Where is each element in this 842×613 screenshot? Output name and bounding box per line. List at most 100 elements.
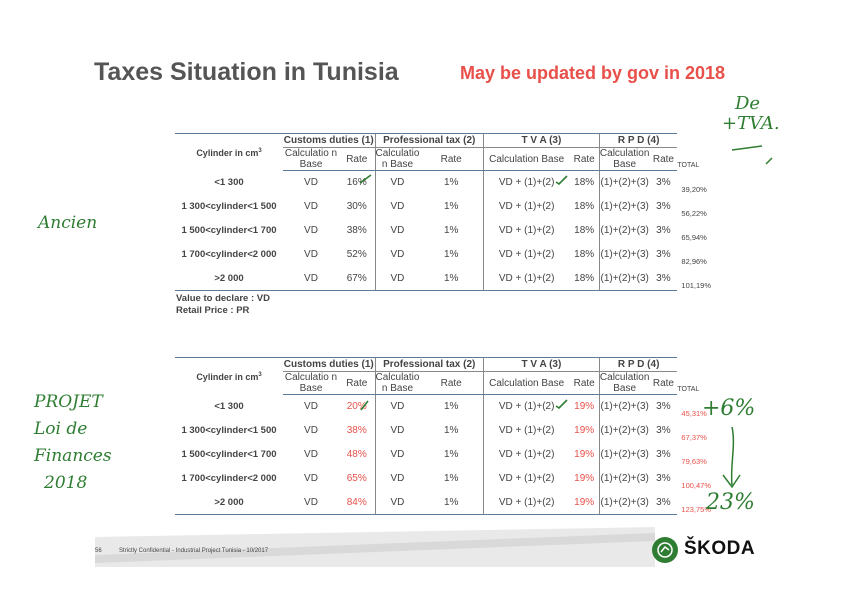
rate-header: Rate: [569, 147, 600, 171]
customs-base-cell: VD: [304, 401, 318, 413]
cylinder-cell: <1 300: [214, 401, 244, 412]
cylinder-cell: >2 000: [175, 490, 283, 515]
table-row: 1 300<cylinder<1 500 VD 30% VD 1% VD + (1)+(2…: [175, 194, 717, 219]
tva-base-cell: VD + (1)+(2): [482, 466, 570, 491]
table-row: >2 000 VD 67% VD 1% VD + (1)+(2) 18% (1)+(2)+(3…: [175, 266, 717, 291]
prof-rate-cell: 1%: [443, 449, 459, 460]
tva-header: T V A (3): [482, 133, 600, 148]
customs-base-cell: VD: [304, 225, 318, 236]
customs-rate-cell: 16%: [346, 177, 367, 189]
calc-base-header: Calculation Base: [598, 371, 650, 395]
rpd-rate-cell: 3%: [656, 225, 671, 236]
prof-rate-cell: 1%: [443, 473, 459, 484]
tax-table-projected: Cylinder in cm3 Customs duties (1) Profe…: [175, 357, 717, 515]
total-cell: 123,75%: [681, 504, 712, 514]
handwritten-plus-six: +6%: [702, 396, 756, 421]
cylinder-cell: >2 000: [175, 266, 283, 291]
cylinder-cell: 1 700<cylinder<2 000: [181, 249, 277, 260]
professional-header: Professional tax (2): [374, 357, 484, 372]
brand-name: ŠKODA: [684, 538, 756, 559]
tva-base-cell: VD + (1)+(2): [482, 490, 570, 515]
rpd-rate-cell: 3%: [656, 473, 671, 484]
handwritten-tva: +TVA.: [722, 113, 780, 134]
rpd-header: R P D (4): [598, 133, 678, 148]
table-row: <1 300 VD 20% VD 1% VD + (1)+(2) 19% (1)+(2)+(3…: [175, 394, 717, 419]
table-row: 1 500<cylinder<1 700 VD 38% VD 1% VD + (1)+(2…: [175, 218, 717, 243]
calc-base-header: Calculation Base: [482, 371, 570, 395]
tva-rate-cell: 18%: [574, 201, 595, 212]
prof-base-cell: VD: [374, 194, 420, 219]
customs-base-cell: VD: [283, 266, 339, 291]
customs-header: Customs duties (1): [283, 357, 375, 372]
calc-base-header: Calculatio n Base: [374, 371, 420, 395]
handwritten-de: De: [735, 93, 761, 114]
check-mark-icon: [555, 399, 568, 409]
rate-header: Rate: [649, 371, 678, 395]
tva-rate-cell: 18%: [574, 225, 595, 236]
prof-rate-cell: 1%: [419, 266, 484, 291]
prof-base-cell: VD: [374, 170, 420, 195]
prof-base-cell: VD: [374, 394, 420, 419]
check-mark-icon: [360, 400, 369, 411]
down-arrow-icon: [722, 426, 741, 489]
tva-rate-cell: 19%: [569, 490, 600, 515]
cylinder-cell: 1 300<cylinder<1 500: [181, 425, 277, 436]
prof-base-cell: VD: [374, 242, 420, 267]
tva-base-cell: VD + (1)+(2): [482, 266, 570, 291]
table-row: 1 700<cylinder<2 000 VD 65% VD 1% VD + (1)+(2…: [175, 466, 717, 491]
customs-base-cell: VD: [304, 177, 318, 189]
tva-base-cell: VD + (1)+(2): [482, 194, 570, 219]
professional-header: Professional tax (2): [374, 133, 484, 148]
customs-header: Customs duties (1): [283, 133, 375, 148]
customs-base-cell: VD: [304, 201, 318, 212]
total-cell: 100,47%: [681, 480, 712, 490]
cylinder-header: Cylinder in cm3: [175, 357, 283, 395]
table-row: 1 500<cylinder<1 700 VD 48% VD 1% VD + (1)+(2…: [175, 442, 717, 467]
cylinder-header: Cylinder in cm3: [175, 133, 283, 171]
customs-rate-cell: 38%: [346, 225, 367, 236]
rate-header: Rate: [649, 147, 678, 171]
tva-rate-cell: 18%: [569, 266, 600, 291]
prof-rate-cell: 1%: [443, 225, 459, 236]
customs-rate-cell: 67%: [339, 266, 375, 291]
customs-rate-cell: 20%: [346, 401, 367, 413]
prof-base-cell: VD: [374, 442, 420, 467]
handwritten-projet-line: PROJET: [34, 392, 103, 412]
rpd-base-cell: (1)+(2)+(3): [598, 394, 650, 419]
prof-rate-cell: 1%: [443, 401, 459, 413]
prof-base-cell: VD: [374, 266, 420, 291]
customs-rate-cell: 65%: [346, 473, 367, 484]
handwritten-projet-line: Finances: [34, 446, 112, 466]
footer-band: [95, 527, 655, 567]
tva-rate-cell: 18%: [574, 177, 595, 189]
tax-table-current: Cylinder in cm3 Customs duties (1) Profe…: [175, 133, 717, 291]
customs-base-cell: VD: [304, 449, 318, 460]
rpd-rate-cell: 3%: [656, 449, 671, 460]
prof-base-cell: VD: [374, 418, 420, 443]
rpd-base-cell: (1)+(2)+(3): [598, 242, 650, 267]
total-header: TOTAL: [677, 385, 700, 393]
handwritten-ancien: Ancien: [38, 213, 98, 233]
rate-header: Rate: [339, 147, 375, 171]
rpd-rate-cell: 3%: [656, 401, 671, 413]
note-value-to-declare: Value to declare : VD: [176, 293, 270, 304]
customs-rate-cell: 30%: [346, 201, 367, 212]
prof-rate-cell: 1%: [443, 177, 459, 189]
tva-rate-cell: 19%: [574, 425, 595, 436]
prof-rate-cell: 1%: [443, 425, 459, 436]
tva-rate-cell: 18%: [574, 249, 595, 260]
table-row: 1 700<cylinder<2 000 VD 52% VD 1% VD + (1)+(2…: [175, 242, 717, 267]
tva-rate-cell: 19%: [574, 449, 595, 460]
prof-rate-cell: 1%: [419, 490, 484, 515]
total-cell: 39,20%: [681, 184, 707, 194]
handwritten-projet-line: Loi de: [34, 419, 88, 439]
total-cell: 45,31%: [681, 408, 707, 418]
tva-base-cell: VD + (1)+(2): [482, 442, 570, 467]
customs-base-cell: VD: [304, 249, 318, 260]
rpd-rate-cell: 3%: [656, 201, 671, 212]
tva-header: T V A (3): [482, 357, 600, 372]
total-cell: 67,37%: [681, 432, 707, 442]
customs-rate-cell: 84%: [339, 490, 375, 515]
tva-rate-cell: 19%: [574, 401, 595, 413]
table-row: 1 300<cylinder<1 500 VD 38% VD 1% VD + (1)+(2…: [175, 418, 717, 443]
